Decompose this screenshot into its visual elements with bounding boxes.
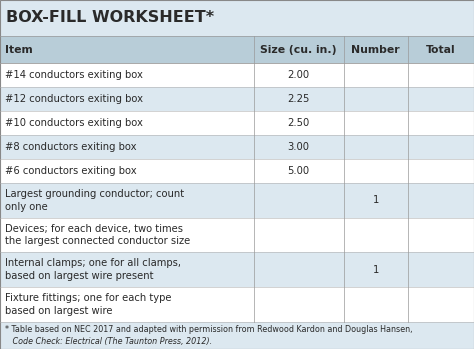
Bar (0, 111, 474, 135)
Text: Total: Total (426, 45, 456, 54)
Text: BOX-FILL WORKSHEET*: BOX-FILL WORKSHEET* (6, 10, 214, 25)
Text: 2.00: 2.00 (288, 70, 310, 80)
Text: Item: Item (5, 45, 33, 54)
Bar (0, 159, 474, 183)
Text: #12 conductors exiting box: #12 conductors exiting box (5, 94, 143, 104)
Bar (0, 322, 474, 349)
Bar (0, 63, 474, 87)
Text: Fixture fittings; one for each type
based on largest wire: Fixture fittings; one for each type base… (5, 293, 171, 316)
Bar (0, 135, 474, 159)
Bar (0, 36, 474, 63)
Text: 1: 1 (373, 265, 379, 275)
Bar (0, 183, 474, 218)
Bar (0, 87, 474, 111)
Bar (0, 252, 474, 287)
Text: Internal clamps; one for all clamps,
based on largest wire present: Internal clamps; one for all clamps, bas… (5, 258, 181, 281)
Text: Code Check: Electrical (The Taunton Press, 2012).: Code Check: Electrical (The Taunton Pres… (5, 337, 212, 346)
Text: * Table based on NEC 2017 and adapted with permission from Redwood Kardon and Do: * Table based on NEC 2017 and adapted wi… (5, 326, 412, 334)
Text: 5.00: 5.00 (288, 166, 310, 176)
Bar (0, 218, 474, 252)
Text: Number: Number (351, 45, 400, 54)
Text: Largest grounding conductor; count
only one: Largest grounding conductor; count only … (5, 189, 184, 211)
Text: Size (cu. in.): Size (cu. in.) (260, 45, 337, 54)
Text: #10 conductors exiting box: #10 conductors exiting box (5, 118, 143, 128)
Text: 3.00: 3.00 (288, 142, 310, 152)
Text: 2.50: 2.50 (288, 118, 310, 128)
Text: Devices; for each device, two times
the largest connected conductor size: Devices; for each device, two times the … (5, 224, 190, 246)
Text: 1: 1 (373, 195, 379, 205)
Text: 2.25: 2.25 (287, 94, 310, 104)
Text: #14 conductors exiting box: #14 conductors exiting box (5, 70, 143, 80)
Text: #6 conductors exiting box: #6 conductors exiting box (5, 166, 137, 176)
Bar (0, 287, 474, 322)
Bar (0, 0, 474, 36)
Text: #8 conductors exiting box: #8 conductors exiting box (5, 142, 136, 152)
